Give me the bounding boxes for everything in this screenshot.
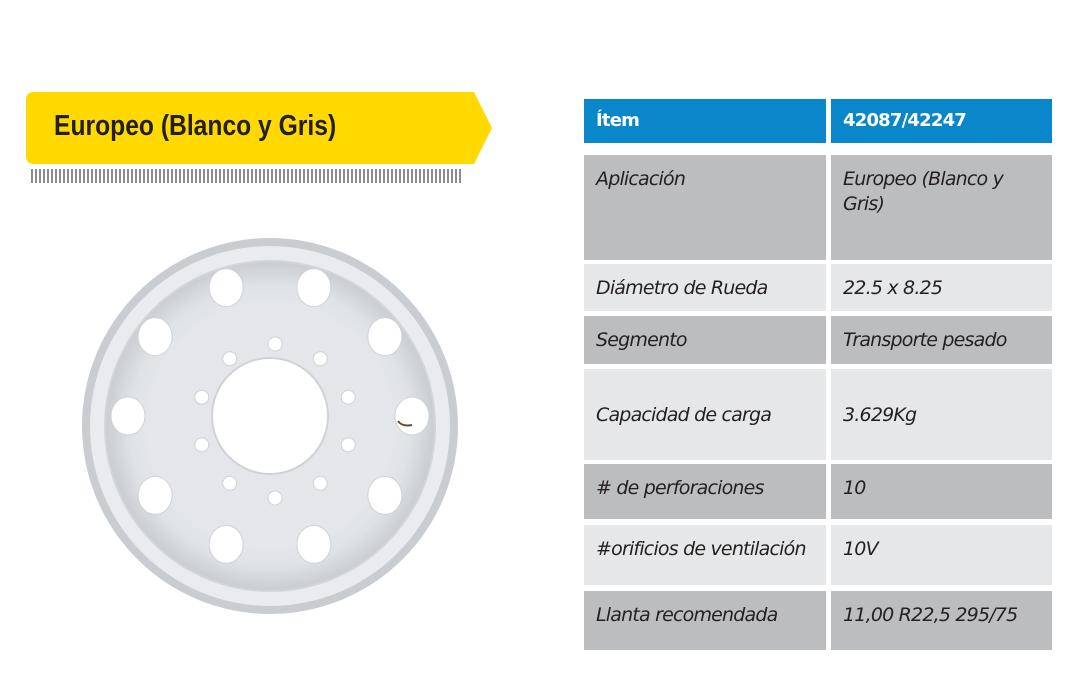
vent-hole xyxy=(137,317,173,357)
row-label: Diámetro de Rueda xyxy=(584,264,826,311)
bolt-hole xyxy=(267,336,283,352)
banner-arrow-shape xyxy=(26,92,492,164)
row-value: Europeo (Blanco y Gris) xyxy=(831,155,1052,260)
row-value: Transporte pesado xyxy=(831,316,1052,364)
vent-hole xyxy=(296,524,332,564)
header-label: Ítem xyxy=(584,99,826,143)
row-value: 11,00 R22,5 295/75 xyxy=(831,591,1052,650)
vent-hole xyxy=(208,524,244,564)
vent-hole xyxy=(208,268,244,308)
row-value: 22.5 x 8.25 xyxy=(831,264,1052,311)
row-label: # de perforaciones xyxy=(584,464,826,519)
row-label: Segmento xyxy=(584,316,826,364)
bolt-hole xyxy=(340,437,356,453)
title-banner: Europeo (Blanco y Gris) xyxy=(26,92,492,164)
vent-hole xyxy=(367,317,403,357)
bolt-hole xyxy=(194,437,210,453)
vent-hole xyxy=(394,396,430,436)
row-label: #orificios de ventilación xyxy=(584,525,826,585)
row-label: Capacidad de carga xyxy=(584,369,826,460)
banner-title: Europeo (Blanco y Gris) xyxy=(54,110,337,142)
vent-hole xyxy=(367,475,403,515)
bolt-hole xyxy=(267,490,283,506)
wheel-rim-image xyxy=(82,238,458,614)
bolt-hole xyxy=(312,475,328,491)
decorative-tick-bar xyxy=(31,169,463,183)
bolt-hole xyxy=(222,351,238,367)
vent-hole xyxy=(137,475,173,515)
row-label: Llanta recomendada xyxy=(584,591,826,650)
header-value: 42087/42247 xyxy=(831,99,1052,143)
row-value: 3.629Kg xyxy=(831,369,1052,460)
bolt-hole xyxy=(194,389,210,405)
bolt-hole xyxy=(340,389,356,405)
row-label: Aplicación xyxy=(584,155,826,260)
row-value: 10V xyxy=(831,525,1052,585)
bolt-hole xyxy=(312,351,328,367)
vent-hole xyxy=(296,268,332,308)
vent-hole xyxy=(110,396,146,436)
row-value: 10 xyxy=(831,464,1052,519)
bolt-hole xyxy=(222,475,238,491)
